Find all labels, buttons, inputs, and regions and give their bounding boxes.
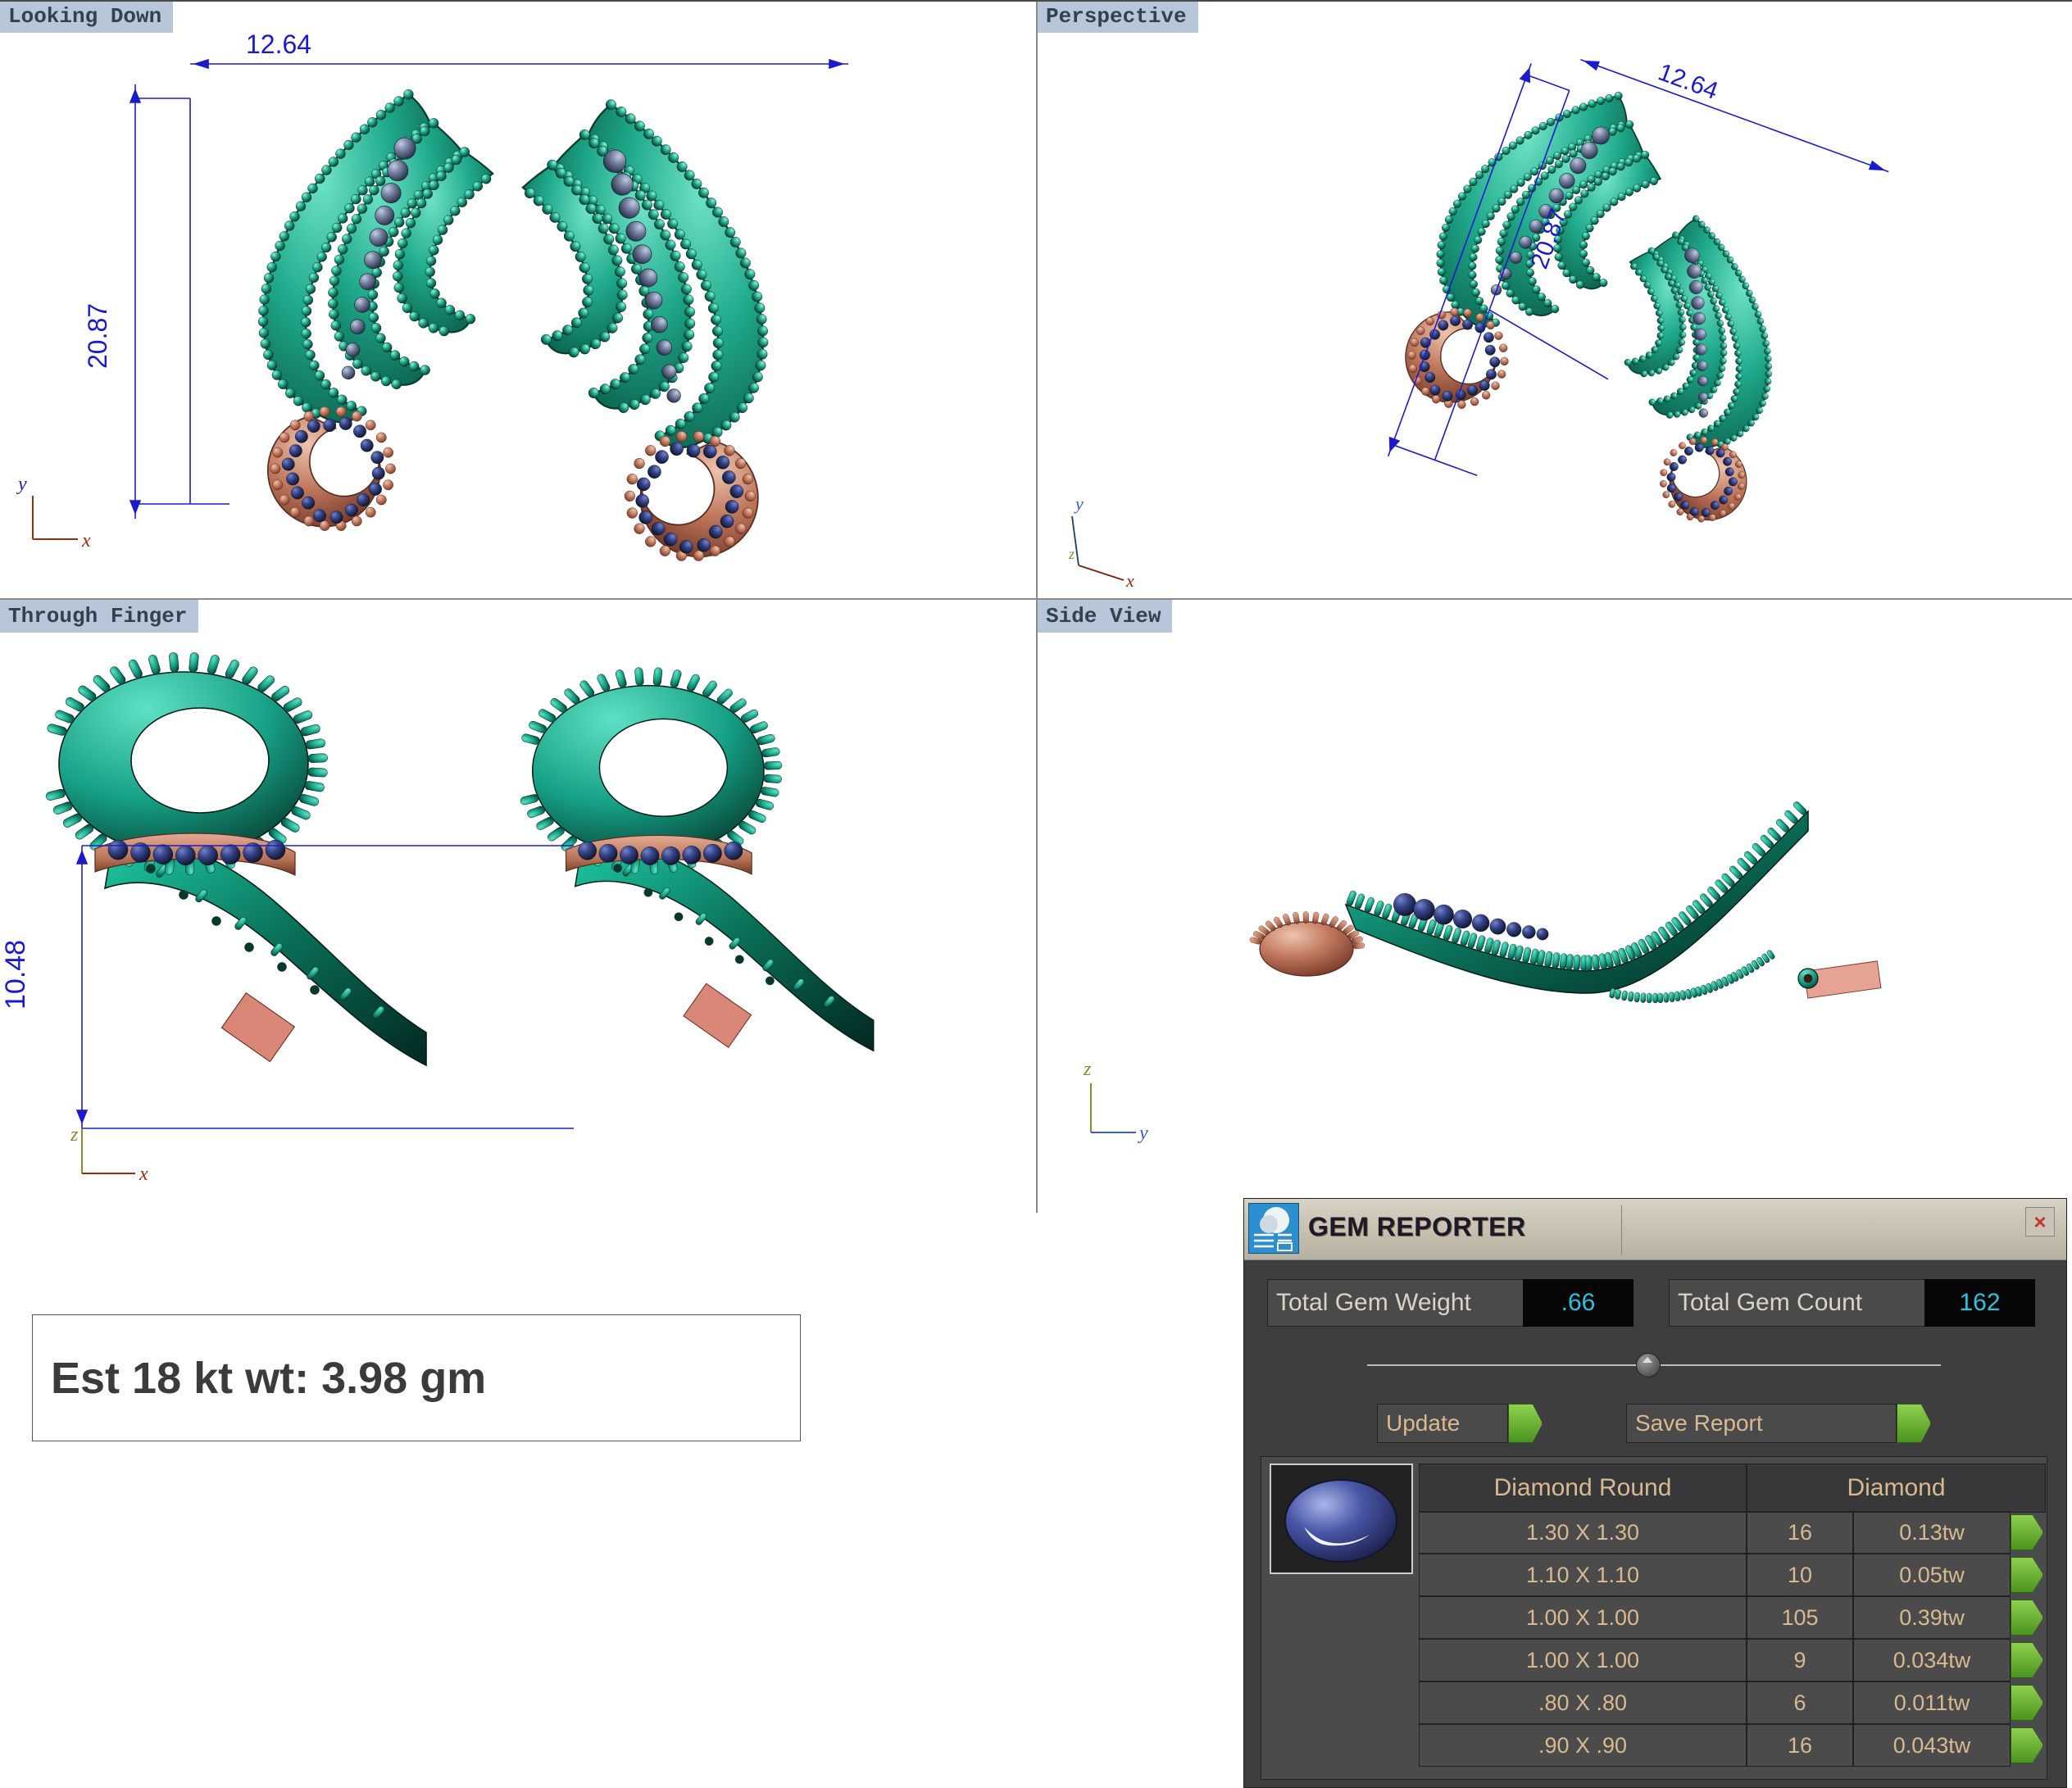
svg-text:20.87: 20.87: [1526, 206, 1573, 273]
svg-text:20.87: 20.87: [83, 303, 112, 369]
svg-text:z: z: [1083, 1059, 1092, 1080]
svg-text:z: z: [70, 1124, 79, 1146]
svg-text:x: x: [81, 530, 91, 551]
svg-text:12.64: 12.64: [246, 29, 311, 59]
svg-text:z: z: [1068, 546, 1075, 562]
svg-text:x: x: [139, 1164, 148, 1185]
svg-text:y: y: [1074, 493, 1084, 514]
svg-text:10.48: 10.48: [0, 940, 31, 1010]
svg-text:12.64: 12.64: [1655, 58, 1722, 105]
svg-text:y: y: [16, 474, 27, 495]
svg-text:x: x: [1125, 570, 1134, 591]
svg-text:y: y: [1138, 1123, 1148, 1144]
